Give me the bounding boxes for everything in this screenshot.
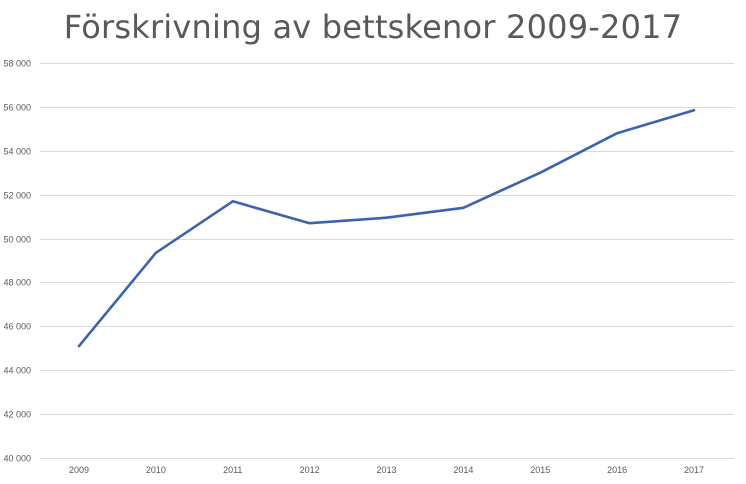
x-tick-label: 2011 [223,465,242,475]
x-tick-label: 2012 [300,465,320,475]
series-layer [77,108,696,348]
x-tick-label: 2016 [607,465,627,475]
gridlines [40,63,734,459]
series-line [77,108,696,348]
y-tick-label: 44 000 [3,366,31,376]
x-tick-label: 2017 [684,465,704,475]
y-tick-label: 52 000 [3,191,31,201]
y-tick-label: 54 000 [3,147,31,157]
y-tick-label: 40 000 [3,454,31,464]
y-tick-label: 50 000 [3,235,31,245]
y-tick-label: 56 000 [3,103,31,113]
x-tick-label: 2009 [69,465,89,475]
chart-title: Förskrivning av bettskenor 2009-2017 [63,8,683,46]
y-tick-label: 48 000 [3,278,31,288]
y-tick-label: 42 000 [3,410,31,420]
x-tick-label: 2010 [146,465,166,475]
y-tick-label: 46 000 [3,322,31,332]
x-tick-label: 2014 [453,465,473,475]
y-axis-tick-labels: 40 000 42 000 44 000 46 000 48 000 50 000 52 0… [3,59,31,464]
x-axis-tick-labels: 2009 2010 2011 2012 2013 2014 2015 2016 2017 [69,465,704,475]
y-tick-label: 58 000 [3,59,31,69]
x-tick-label: 2015 [530,465,550,475]
x-tick-label: 2013 [376,465,396,475]
